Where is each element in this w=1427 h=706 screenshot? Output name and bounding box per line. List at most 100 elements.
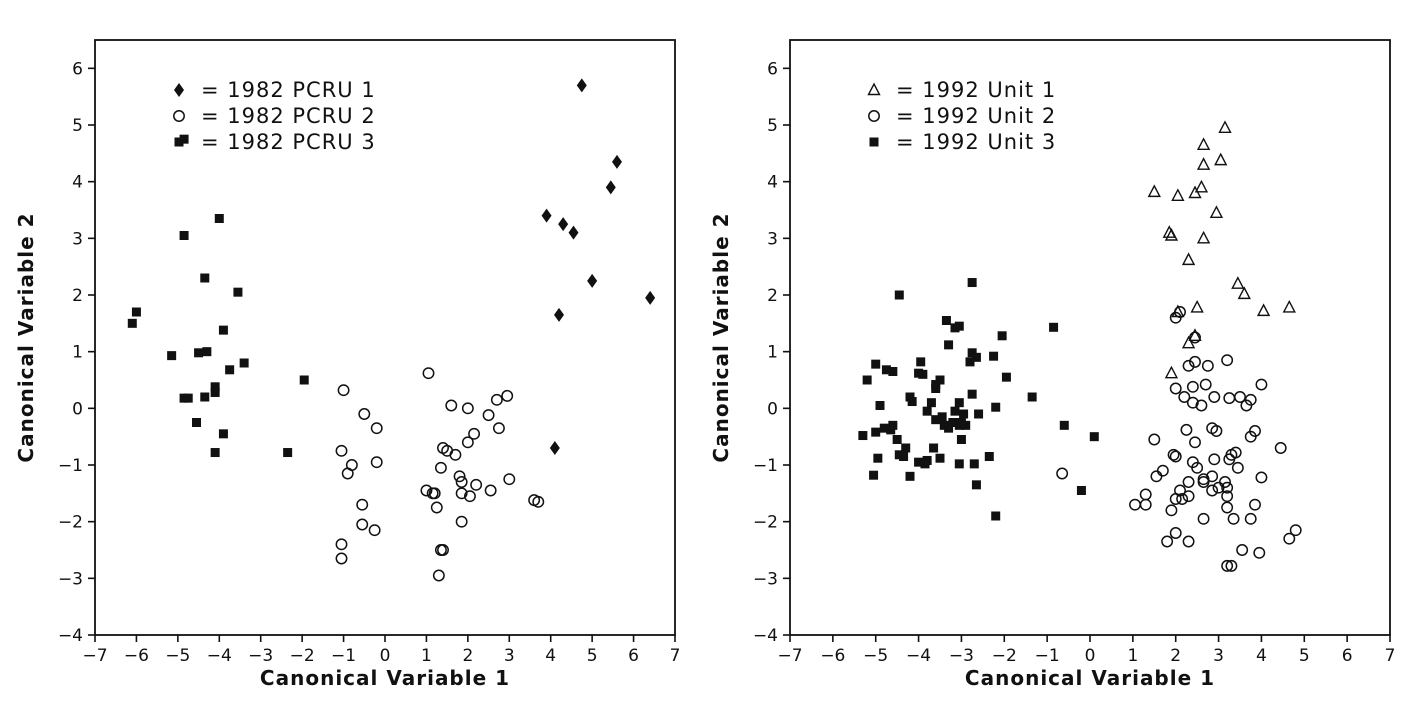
data-point [558,217,569,232]
data-point [1188,328,1202,341]
data-point [218,429,228,439]
x-tick-label: −5 [165,646,190,666]
data-point [1188,185,1202,199]
x-tick-label: −2 [992,646,1017,666]
x-tick-label: −2 [290,646,315,666]
x-tick-label: 5 [587,646,598,666]
data-point [1001,372,1011,382]
legend-label: = 1982 PCRU 3 [201,130,376,154]
data-point [873,453,883,463]
legend-marker [174,137,184,147]
data-point [1164,365,1179,379]
data-point [283,448,293,458]
y-tick-label: −1 [58,456,83,476]
x-tick-label: 3 [504,646,515,666]
data-point [1150,470,1163,483]
y-tick-label: 2 [72,286,83,306]
data-point [1076,486,1086,495]
data-point [200,392,210,402]
data-point [1196,137,1211,151]
data-point [1244,430,1257,443]
data-point [920,459,930,469]
x-axis-label: Canonical Variable 1 [260,666,510,690]
data-point [901,443,911,453]
y-tick-label: 3 [767,229,778,249]
data-point [356,518,369,531]
data-point [501,389,514,402]
x-tick-label: 0 [380,646,391,666]
data-point [1181,252,1196,266]
data-point [455,487,468,500]
data-point [1221,559,1234,572]
data-point [1161,535,1174,548]
data-point [888,367,898,376]
data-point [1182,535,1195,548]
data-point [1049,322,1059,332]
data-point [916,357,926,367]
x-tick-label: −1 [1035,646,1060,666]
series-3 [858,278,1099,521]
x-tick-label: 7 [1385,646,1396,666]
data-point [368,524,381,537]
data-point [645,290,656,305]
data-point [200,273,210,283]
x-tick-label: −7 [777,646,802,666]
data-point [358,408,371,420]
data-point [192,418,201,427]
x-tick-label: 7 [670,646,681,666]
y-tick-label: −3 [753,569,778,589]
data-point [1274,442,1287,454]
data-point [1186,396,1199,409]
data-point [1208,391,1221,403]
data-point [541,208,552,223]
x-tick-label: 6 [1342,646,1353,666]
legend-marker [174,83,184,97]
data-point [1156,464,1169,477]
data-point [918,369,928,379]
x-tick-label: −6 [124,646,149,666]
data-point [926,398,936,408]
data-point [1169,311,1182,324]
data-point [1231,276,1245,289]
data-point [871,427,881,437]
x-tick-label: −4 [207,646,232,666]
data-point [127,318,137,328]
y-tick-label: 6 [72,59,83,79]
y-tick-label: 1 [767,343,778,363]
series-2 [335,367,545,582]
data-point [1206,470,1219,483]
data-point [1027,392,1037,402]
data-point [434,461,447,474]
data-point [449,448,462,461]
data-point [432,569,445,582]
legend-label: = 1992 Unit 3 [896,130,1056,154]
legend-marker [868,110,880,122]
data-point [948,418,958,427]
series-1 [541,78,656,455]
data-point [1197,512,1210,525]
y-tick-label: −2 [753,513,778,533]
y-tick-label: 5 [767,116,778,136]
data-point [1059,420,1069,430]
data-point [463,490,476,503]
data-point [503,473,516,486]
legend-marker [173,110,185,122]
data-point [1181,335,1196,349]
data-point [576,78,587,93]
legend-marker [869,137,879,147]
data-point [1169,493,1182,505]
data-point [967,389,977,399]
series-3 [127,134,309,458]
data-point [445,399,458,412]
data-point [984,452,994,461]
data-point [1231,461,1244,474]
data-point [1182,490,1195,503]
data-point [914,457,924,467]
data-point [944,423,954,433]
series-1 [1147,120,1296,379]
data-point [961,420,971,430]
x-tick-label: −4 [906,646,931,666]
legend-label: = 1982 PCRU 2 [201,104,376,128]
data-point [1289,524,1302,537]
